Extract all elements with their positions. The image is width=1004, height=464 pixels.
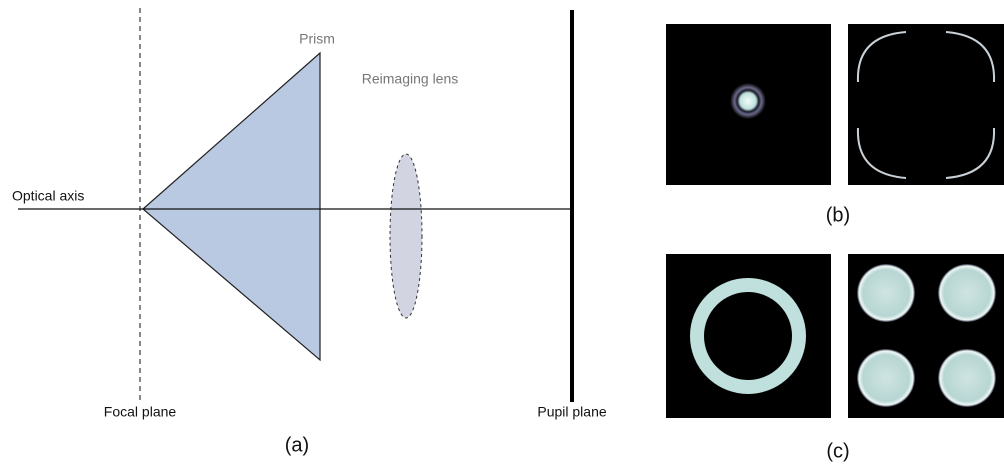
lens — [389, 153, 423, 319]
arc — [856, 127, 907, 179]
focal-plane-label: Focal plane — [104, 404, 177, 420]
arc — [856, 31, 907, 83]
arc — [945, 127, 996, 179]
focal-spot — [730, 83, 766, 119]
pupil-arcs — [856, 31, 996, 179]
pupil-disc — [938, 349, 996, 407]
ring — [690, 278, 806, 394]
prism — [142, 51, 321, 362]
panel-caption: (b) — [826, 204, 850, 226]
panel-caption: (a) — [285, 434, 309, 456]
prism-label: Prism — [299, 31, 335, 47]
panel-caption: (c) — [826, 440, 849, 462]
pupil-disc — [857, 349, 915, 407]
optical-axis-label: Optical axis — [12, 188, 84, 204]
pupil-disc — [938, 264, 996, 322]
pupil-plane-label: Pupil plane — [537, 404, 606, 420]
lens-label: Reimaging lens — [362, 71, 459, 87]
image-panel — [848, 24, 1004, 185]
arc — [945, 31, 996, 83]
pupil-disc — [857, 264, 915, 322]
